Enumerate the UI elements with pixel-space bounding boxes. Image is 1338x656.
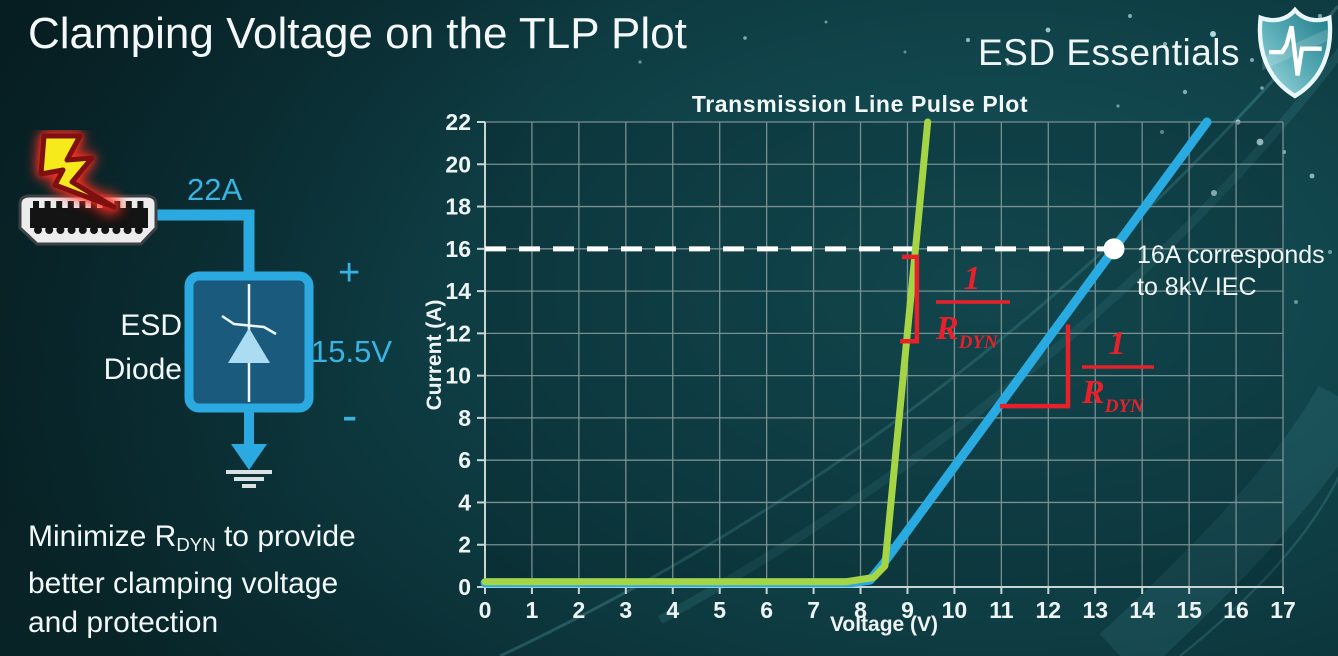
y-tick-label: 12 [445, 320, 471, 346]
y-tick-label: 8 [458, 405, 471, 431]
y-tick-label: 4 [458, 489, 471, 515]
lightning-bolt-icon [38, 133, 117, 210]
x-tick-label: 8 [854, 597, 867, 623]
y-tick-label: 18 [445, 194, 471, 220]
note-line3: and protection [28, 606, 219, 640]
esd-shield-logo [1257, 6, 1333, 99]
polarity-minus-label: - [342, 389, 358, 441]
tlp-chart: 0 1 2 3 4 5 6 7 8 9 10 11 12 13 14 15 16 1702468101214161… [425, 91, 1325, 636]
swoosh-arc [657, 47, 1338, 624]
hdmi-connector-icon [18, 194, 158, 246]
fraction-denominator: RDYN [935, 310, 999, 353]
rdyn-fraction-2: 1 RDYN [1081, 325, 1154, 417]
brand-title: ESD Essentials [978, 32, 1240, 73]
x-axis-title: Voltage (V) [830, 613, 938, 636]
x-tick-label: 2 [572, 597, 585, 623]
note-line2: better clamping voltage [28, 567, 339, 601]
x-tick-label: 4 [666, 597, 679, 623]
heartbeat-icon [1269, 25, 1322, 76]
chart-axes: 0 1 2 3 4 5 6 7 8 9 10 11 12 13 14 15 16 1702468101214161… [445, 109, 1295, 623]
page-title: Clamping Voltage on the TLP Plot [28, 9, 687, 58]
y-tick-label: 0 [458, 574, 471, 600]
rdyn-r: R [1081, 374, 1105, 411]
device-label-line2: Diode [103, 353, 182, 386]
x-tick-label: 10 [942, 597, 968, 623]
y-tick-label: 20 [445, 151, 471, 177]
y-axis-title: Current (A) [425, 300, 446, 411]
polarity-plus-label: + [338, 252, 361, 294]
surge-wire [156, 209, 255, 280]
y-tick-label: 14 [445, 278, 471, 304]
chart-series [480, 117, 1212, 588]
x-tick-label: 6 [760, 597, 773, 623]
brand: ESD Essentials [978, 4, 1338, 102]
note-line1-pre: Minimize R [28, 520, 177, 553]
esd-diode-box [184, 271, 314, 413]
x-tick-label: 0 [479, 597, 492, 623]
marker-label-line1: 16A corresponds [1137, 241, 1325, 269]
y-tick-label: 16 [445, 236, 471, 262]
swoosh-band [1099, 385, 1338, 656]
note-line1-post: to provide [215, 520, 356, 553]
tvs-diode-symbol [221, 284, 277, 402]
slope-bracket [999, 324, 1071, 409]
x-tick-label: 9 [901, 597, 914, 623]
rdyn-fraction-1: 1 RDYN [935, 260, 1010, 353]
x-tick-label: 14 [1129, 597, 1155, 623]
fraction-denominator: RDYN [1081, 374, 1145, 417]
x-tick-label: 17 [1270, 597, 1296, 623]
device-label-line1: ESD [120, 309, 182, 342]
x-tick-label: 12 [1035, 597, 1061, 623]
x-tick-label: 16 [1223, 597, 1249, 623]
rdyn-sub: DYN [958, 332, 999, 353]
slope-bracket [900, 254, 920, 344]
current-arrow [231, 408, 267, 470]
x-tick-label: 7 [807, 597, 820, 623]
rdyn-sub: DYN [1104, 396, 1145, 417]
x-tick-label: 15 [1176, 597, 1202, 623]
x-tick-label: 11 [989, 597, 1014, 623]
x-tick-label: 13 [1082, 597, 1108, 623]
x-tick-label: 3 [619, 597, 632, 623]
plot-area [485, 122, 1283, 587]
clamping-voltage-label: 15.5V [311, 334, 393, 369]
swoosh-arc [1179, 475, 1338, 656]
x-tick-label: 1 [526, 597, 539, 623]
takeaway-note: Minimize RDYN to provide better clamping… [28, 517, 356, 642]
marker-label-line2: to 8kV IEC [1137, 273, 1257, 301]
note-line1-subscript: DYN [176, 534, 216, 556]
marker-dot [1103, 238, 1125, 260]
y-tick-label: 10 [445, 363, 471, 389]
ground-symbol [226, 470, 272, 488]
x-tick-label: 5 [713, 597, 726, 623]
fraction-numerator: 1 [964, 260, 981, 297]
y-tick-label: 22 [445, 109, 471, 135]
series-green-steep-iv-curve [481, 118, 932, 586]
fraction-numerator: 1 [1109, 325, 1126, 362]
y-tick-label: 6 [458, 447, 471, 473]
circuit-diagram-graphic [18, 133, 314, 488]
surge-current-label: 22A [187, 172, 243, 207]
chart-title: Transmission Line Pulse Plot [692, 91, 1028, 117]
y-tick-label: 2 [458, 532, 471, 558]
device-label: ESD Diode [88, 304, 182, 392]
rdyn-r: R [935, 310, 959, 347]
chart-annotations [900, 238, 1125, 409]
